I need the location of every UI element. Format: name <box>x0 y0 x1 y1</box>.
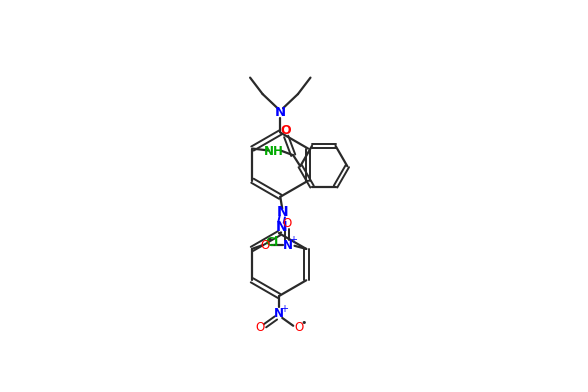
Text: N: N <box>274 307 284 320</box>
Text: +: + <box>280 303 288 314</box>
Text: •: • <box>266 235 273 245</box>
Text: O: O <box>283 216 292 230</box>
Text: N: N <box>275 106 286 120</box>
Text: •: • <box>300 318 307 328</box>
Text: O: O <box>294 321 303 334</box>
Text: O: O <box>255 321 264 334</box>
Text: N: N <box>276 205 288 219</box>
Text: O: O <box>280 124 290 137</box>
Text: O: O <box>260 238 269 252</box>
Text: Cl: Cl <box>265 236 278 249</box>
Text: NH: NH <box>264 145 284 158</box>
Text: N: N <box>282 238 292 252</box>
Text: N: N <box>275 220 287 234</box>
Text: +: + <box>289 235 296 245</box>
